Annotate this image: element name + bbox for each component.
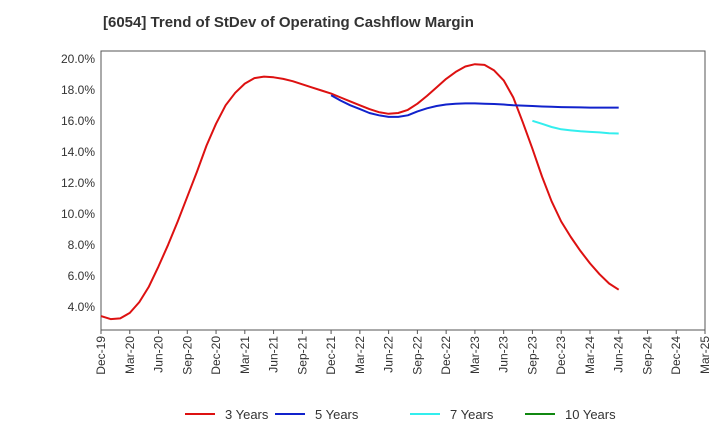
x-tick-label: Sep-21 (295, 336, 309, 375)
series-layer (100, 63, 620, 321)
x-tick-label: Sep-22 (410, 336, 424, 375)
x-tick-label: Dec-21 (324, 336, 338, 375)
x-tick-label: Sep-24 (640, 336, 654, 375)
x-tick-label: Dec-19 (94, 336, 108, 375)
chart-title: [6054] Trend of StDev of Operating Cashf… (103, 14, 474, 31)
x-tick-label: Mar-25 (698, 336, 712, 374)
series-line-7-years (532, 119, 619, 135)
x-tick-label: Dec-23 (554, 336, 568, 375)
y-tick-label: 16.0% (61, 114, 95, 128)
legend-label-10-years: 10 Years (565, 407, 616, 422)
series-line-3-years (100, 63, 620, 321)
legend: 3 Years 5 Years 7 Years 10 Years (185, 407, 616, 422)
x-tick-label: Dec-24 (669, 336, 683, 375)
y-tick-label: 4.0% (68, 300, 96, 314)
x-tick-label: Dec-22 (439, 336, 453, 375)
x-tick-label: Jun-21 (267, 336, 281, 373)
axes-layer: 4.0% 6.0% 8.0% 10.0% 12.0% 14.0% 16.0% 18.0% 20.… (61, 50, 712, 375)
y-tick-label: 14.0% (61, 145, 95, 159)
x-tick-label: Dec-20 (209, 336, 223, 375)
x-tick-label: Mar-21 (238, 336, 252, 374)
x-tick-label: Mar-23 (468, 336, 482, 374)
series-line-5-years (330, 94, 619, 118)
x-tick-label: Mar-20 (123, 336, 137, 374)
plot-area (100, 50, 706, 331)
x-tick-label: Mar-22 (353, 336, 367, 374)
x-tick-label: Sep-23 (525, 336, 539, 375)
y-tick-label: 18.0% (61, 83, 95, 97)
y-tick-label: 6.0% (68, 269, 96, 283)
x-tick-label: Jun-22 (382, 336, 396, 373)
legend-label-3-years: 3 Years (225, 407, 269, 422)
x-tick-label: Mar-24 (583, 336, 597, 374)
x-tick-label: Sep-20 (180, 336, 194, 375)
y-tick-label: 10.0% (61, 207, 95, 221)
x-tick-label: Jun-23 (497, 336, 511, 373)
y-tick-label: 12.0% (61, 176, 95, 190)
x-tick-label: Jun-24 (612, 336, 626, 373)
legend-label-5-years: 5 Years (315, 407, 359, 422)
legend-label-7-years: 7 Years (450, 407, 494, 422)
y-tick-label: 8.0% (68, 238, 96, 252)
y-tick-label: 20.0% (61, 52, 95, 66)
x-tick-label: Jun-20 (152, 336, 166, 373)
